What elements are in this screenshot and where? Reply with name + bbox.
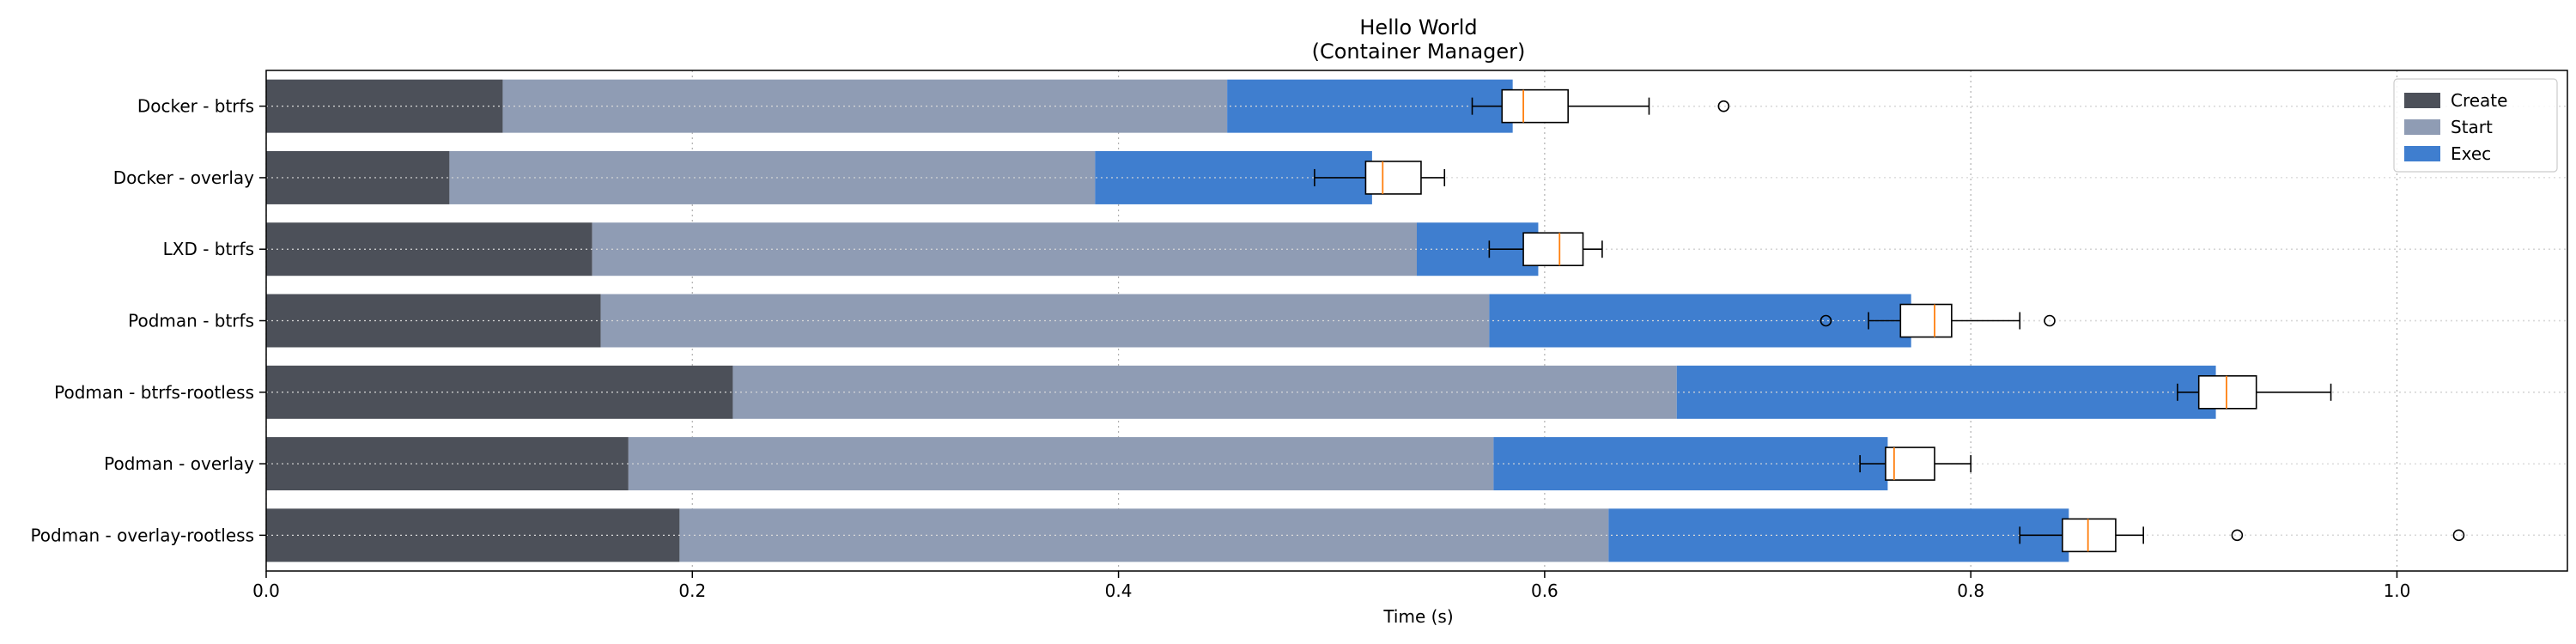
boxplot-1 [1471,88,1730,124]
y-tick-label: Podman - overlay-rootless [30,525,254,545]
y-tick-label: Docker - overlay [113,167,254,188]
chart-subtitle: (Container Manager) [1312,39,1526,64]
outlier-point [1717,100,1730,112]
boxplot-5 [2177,374,2332,410]
legend-swatch-create [2404,93,2440,108]
x-tick-label: 0.8 [1957,580,1984,601]
bar-create-2 [266,150,450,204]
box [1522,232,1584,267]
x-tick-label: 0.2 [678,580,706,601]
x-tick-label: 0.0 [252,580,280,601]
boxplot-2 [1314,161,1446,195]
box [1899,303,1953,338]
y-tick-label: Podman - btrfs [128,311,254,331]
boxplot-4 [1820,303,2056,338]
bar-exec-6 [1493,437,1888,491]
y-tick-label: LXD - btrfs [163,239,254,259]
y-tick-label: Podman - overlay [104,453,254,474]
box [2197,374,2257,410]
outlier-point [2452,529,2465,542]
box [1885,447,1935,481]
chart-title: Hello World [1359,15,1477,39]
y-tick-label: Podman - btrfs-rootless [54,382,254,403]
boxplot-7 [2019,518,2465,553]
legend-label-create: Create [2451,90,2507,111]
y-axis: Docker - btrfs Docker - overlay LXD - btrf… [30,96,266,545]
x-tick-label: 0.4 [1105,580,1133,601]
bar-create-3 [266,222,592,276]
outlier-point [2044,314,2056,327]
box [2062,518,2117,553]
bars-layer [266,79,2567,562]
y-tick-label: Docker - btrfs [137,96,254,117]
x-axis: 0.0 0.2 0.4 0.6 0.8 1.0 [252,571,2410,601]
legend-label-exec: Exec [2451,143,2491,164]
box-layer [1314,88,2465,553]
boxplot-3 [1488,232,1603,267]
legend-swatch-start [2404,119,2440,135]
legend-swatch-exec [2404,146,2440,161]
box [1501,88,1569,124]
x-tick-label: 0.6 [1531,580,1558,601]
x-tick-label: 1.0 [2384,580,2411,601]
x-axis-label: Time (s) [1382,606,1453,627]
box [1364,161,1422,195]
legend: Create Start Exec [2393,78,2558,173]
outlier-point [1820,314,1832,327]
outlier-point [2231,529,2244,542]
boxplot-6 [1859,447,1971,481]
legend-label-start: Start [2451,117,2493,137]
